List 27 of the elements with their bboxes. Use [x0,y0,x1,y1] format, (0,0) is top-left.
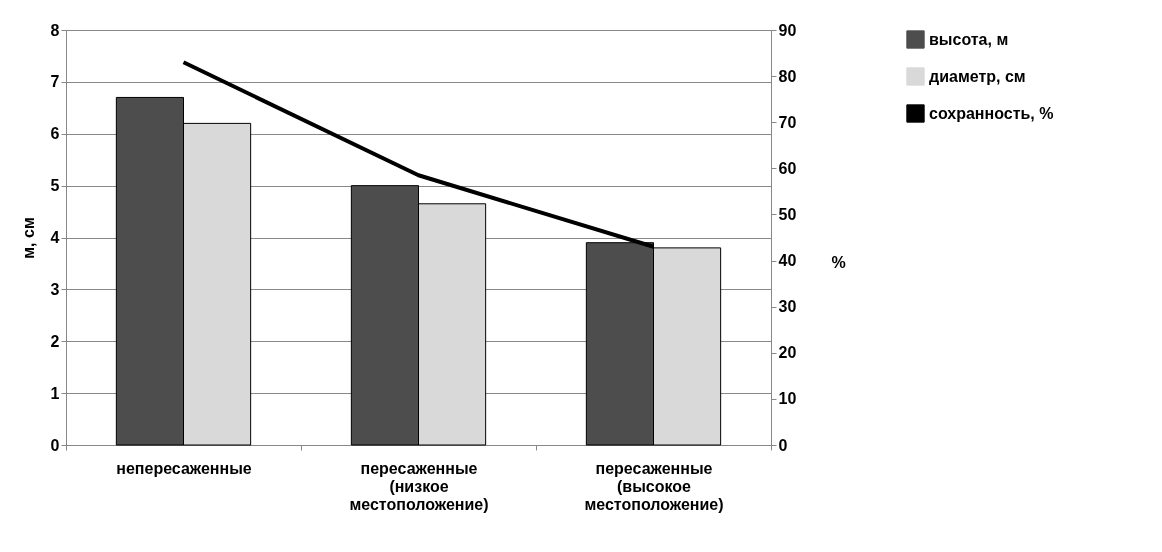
legend-label: диаметр, см [929,67,1026,85]
y2-axis-title: % [831,253,846,271]
y2-tick-label: 90 [778,21,797,39]
y2-tick-label: 10 [778,390,797,408]
y-tick-label: 0 [50,436,60,454]
x-tick-label: пересаженные (высокое местоположение) [584,459,724,513]
y-tick-label: 4 [50,229,60,246]
x-tick-label: пересаженные (низкое местоположение) [349,459,489,513]
y-tick-label: 3 [50,280,60,298]
legend-label: высота, м [929,30,1009,48]
y-tick-label: 1 [50,384,60,402]
y-tick-label: 5 [50,177,60,195]
y2-tick-label: 40 [778,252,797,270]
y-tick-label: 6 [50,125,60,143]
y2-tick-label: 60 [778,159,797,177]
legend-label: сохранность, % [929,104,1054,122]
y-tick-label: 8 [50,21,60,39]
y2-tick-label: 50 [778,205,797,223]
y2-tick-label: 30 [778,298,797,316]
y-tick-label: 2 [50,332,60,350]
y2-tick-label: 20 [778,344,797,362]
y2-tick-label: 0 [778,436,788,454]
y-axis-title: м, см [19,217,37,259]
y2-tick-label: 70 [778,113,797,131]
y-tick-label: 7 [50,73,60,91]
x-tick-label: непересаженные [116,459,252,477]
y2-tick-label: 80 [778,67,797,85]
